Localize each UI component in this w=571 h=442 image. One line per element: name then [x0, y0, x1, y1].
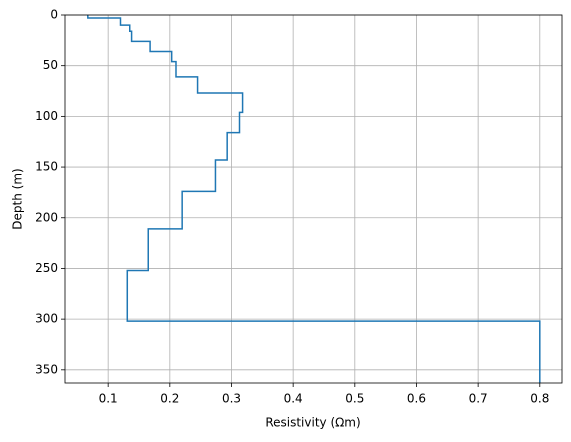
- x-tick-label: 0.8: [530, 392, 549, 406]
- y-tick-label: 200: [35, 210, 58, 224]
- x-tick-label: 0.6: [407, 392, 426, 406]
- x-axis-label: Resistivity (Ωm): [265, 416, 360, 430]
- plot-frame: [64, 14, 563, 384]
- y-tick-label: 250: [35, 261, 58, 275]
- y-tick-label: 50: [43, 58, 58, 72]
- x-tick-label: 0.3: [222, 392, 241, 406]
- x-tick-label: 0.2: [160, 392, 179, 406]
- y-tick-label: 0: [50, 8, 58, 22]
- x-tick-label: 0.5: [345, 392, 364, 406]
- data-line: [87, 15, 541, 383]
- y-axis-label: Depth (m): [11, 168, 25, 229]
- x-tick-label: 0.4: [284, 392, 303, 406]
- x-tick-label: 0.1: [99, 392, 118, 406]
- x-tick-label: 0.7: [469, 392, 488, 406]
- y-tick-label: 350: [35, 362, 58, 376]
- y-tick-label: 100: [35, 109, 58, 123]
- y-tick-label: 150: [35, 160, 58, 174]
- y-tick-label: 300: [35, 312, 58, 326]
